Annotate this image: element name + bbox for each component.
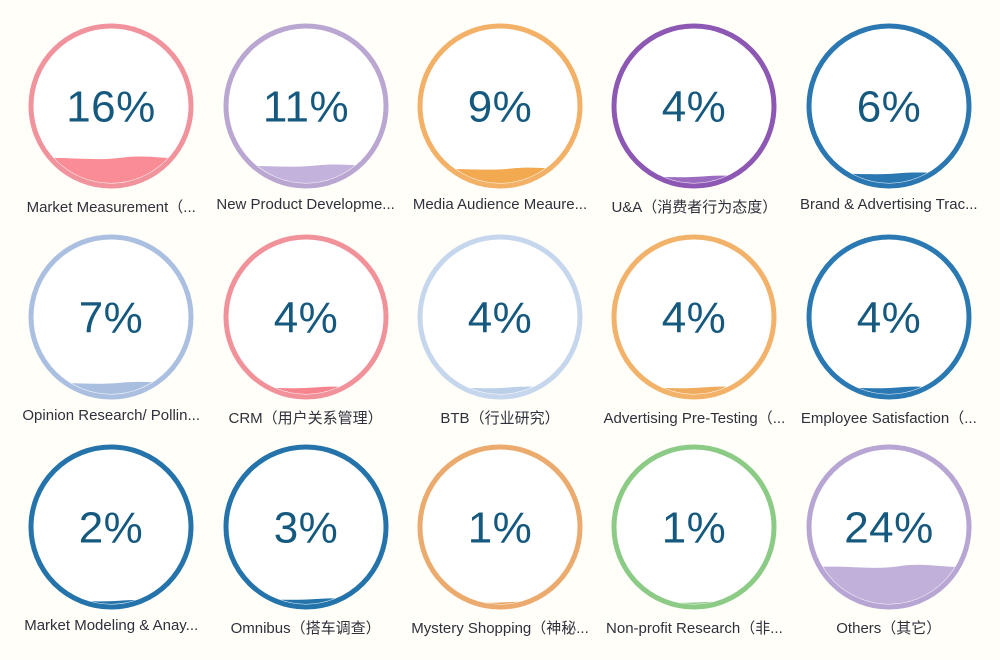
- svg-text:16%: 16%: [66, 83, 156, 132]
- gauge-label: New Product Developme...: [216, 196, 395, 213]
- svg-text:4%: 4%: [662, 83, 727, 132]
- gauge-cell: 4% BTB（行业研究）: [416, 233, 584, 428]
- liquid-gauge-circle: 24%: [806, 444, 972, 610]
- svg-text:2%: 2%: [79, 504, 144, 553]
- gauge-label: Advertising Pre-Testing（...: [603, 409, 786, 427]
- gauge-cell: 6% Brand & Advertising Trac...: [800, 22, 978, 213]
- gauge-label: Market Modeling & Anay...: [24, 617, 199, 635]
- liquid-gauge-circle: 4%: [417, 234, 583, 400]
- svg-text:4%: 4%: [662, 293, 727, 342]
- gauge-label: Media Audience Meaure...: [412, 196, 588, 213]
- svg-text:1%: 1%: [662, 504, 727, 553]
- liquid-gauge-circle: 4%: [611, 23, 777, 189]
- gauge-cell: 24% Others（其它）: [805, 443, 973, 638]
- gauge-label: Market Measurement（...: [26, 199, 196, 216]
- liquid-gauge-circle: 3%: [223, 444, 389, 610]
- liquid-gauge-circle: 2%: [28, 444, 194, 610]
- liquid-gauge-circle: 9%: [417, 23, 583, 189]
- svg-text:4%: 4%: [273, 293, 338, 342]
- gauge-cell: 4% U&A（消费者行为态度）: [610, 22, 778, 217]
- liquid-gauge-circle: 4%: [611, 234, 777, 400]
- svg-text:24%: 24%: [844, 504, 934, 553]
- gauge-cell: 7% Opinion Research/ Pollin...: [22, 233, 200, 424]
- liquid-gauge-circle: 11%: [223, 23, 389, 189]
- svg-text:7%: 7%: [79, 293, 144, 342]
- gauge-label: Non-profit Research（非...: [606, 620, 783, 638]
- gauge-cell: 4% Advertising Pre-Testing（...: [603, 233, 786, 428]
- gauge-label: Mystery Shopping（神秘...: [411, 620, 589, 638]
- gauge-label: Opinion Research/ Pollin...: [22, 406, 200, 424]
- liquid-gauge-circle: 4%: [223, 234, 389, 400]
- gauge-label: Brand & Advertising Trac...: [799, 196, 978, 213]
- gauge-label: BTB（行业研究）: [440, 409, 560, 427]
- gauge-label: Employee Satisfaction（...: [800, 409, 977, 427]
- gauge-cell: 4% Employee Satisfaction（...: [801, 233, 977, 428]
- liquid-gauge-circle: 16%: [28, 23, 194, 189]
- gauge-cell: 11% New Product Developme...: [216, 22, 395, 213]
- svg-text:4%: 4%: [856, 293, 921, 342]
- gauge-cell: 1% Non-profit Research（非...: [606, 443, 783, 638]
- gauge-cell: 16% Market Measurement（...: [27, 22, 196, 217]
- gauge-label: U&A（消费者行为态度）: [611, 199, 778, 216]
- svg-text:6%: 6%: [856, 83, 921, 132]
- gauge-cell: 1% Mystery Shopping（神秘...: [411, 443, 589, 638]
- liquid-gauge-circle: 1%: [417, 444, 583, 610]
- liquid-gauge-circle: 4%: [806, 234, 972, 400]
- svg-text:11%: 11%: [262, 83, 348, 132]
- svg-text:9%: 9%: [468, 83, 533, 132]
- gauge-cell: 2% Market Modeling & Anay...: [24, 443, 198, 634]
- liquid-gauge-circle: 1%: [611, 444, 777, 610]
- gauge-cell: 9% Media Audience Meaure...: [413, 22, 587, 213]
- gauge-label: CRM（用户关系管理）: [228, 409, 383, 427]
- gauge-label: Others（其它）: [836, 620, 942, 638]
- svg-text:1%: 1%: [468, 504, 533, 553]
- svg-text:4%: 4%: [468, 293, 533, 342]
- gauge-cell: 4% CRM（用户关系管理）: [222, 233, 390, 428]
- liquid-gauge-circle: 6%: [806, 23, 972, 189]
- liquid-gauge-circle: 7%: [28, 234, 194, 400]
- gauge-label: Omnibus（搭车调查）: [230, 620, 381, 638]
- gauge-cell: 3% Omnibus（搭车调查）: [222, 443, 390, 638]
- svg-text:3%: 3%: [273, 504, 338, 553]
